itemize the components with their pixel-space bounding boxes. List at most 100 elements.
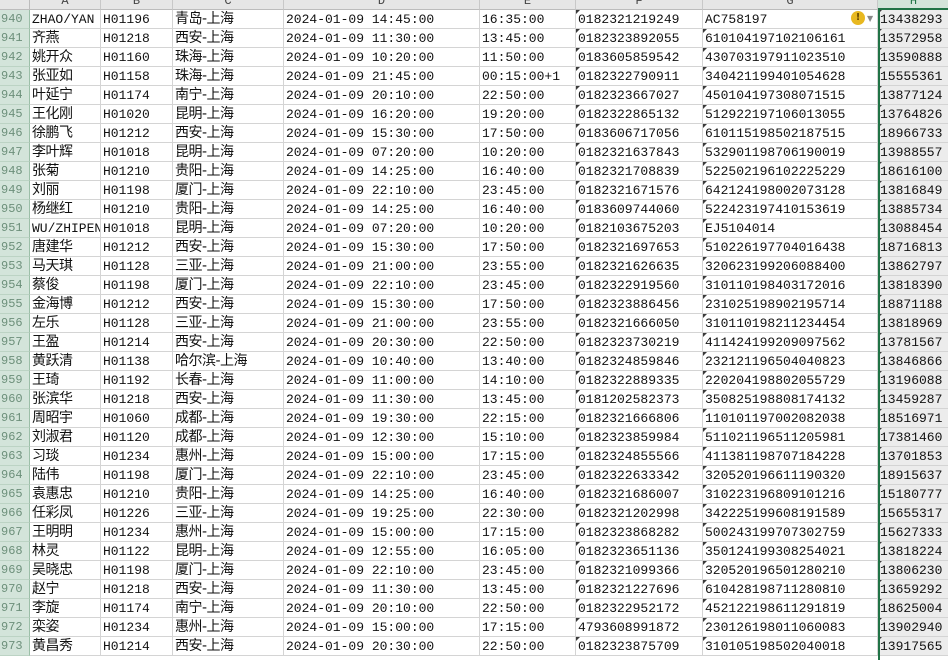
cell-e[interactable]: 16:05:00 <box>480 542 576 561</box>
cell-f[interactable]: 0182322952172 <box>576 599 703 618</box>
cell-e[interactable]: 10:20:00 <box>480 143 576 162</box>
cell-c[interactable]: 三亚-上海 <box>173 504 284 523</box>
cell-d[interactable]: 2024-01-09 11:30:00 <box>284 29 480 48</box>
cell-e[interactable]: 13:45:00 <box>480 580 576 599</box>
cell-e[interactable]: 23:55:00 <box>480 257 576 276</box>
cell-g[interactable]: 522502196102225229 <box>703 162 878 181</box>
cell-f[interactable]: 4793608991872 <box>576 618 703 637</box>
cell-b[interactable]: H01218 <box>101 29 173 48</box>
cell-a[interactable]: 齐燕 <box>30 29 101 48</box>
cell-g[interactable]: 220204198802055729 <box>703 371 878 390</box>
row-header[interactable]: 949 <box>0 181 30 200</box>
row-header[interactable]: 954 <box>0 276 30 295</box>
cell-h[interactable]: 13806230 <box>878 561 948 580</box>
cell-e[interactable]: 22:50:00 <box>480 637 576 656</box>
cell-b[interactable]: H01212 <box>101 124 173 143</box>
cell-g[interactable]: 411424199209097562 <box>703 333 878 352</box>
cell-g[interactable]: 522423197410153619 <box>703 200 878 219</box>
cell-g[interactable]: 610115198502187515 <box>703 124 878 143</box>
cell-d[interactable]: 2024-01-09 07:20:00 <box>284 219 480 238</box>
cell-c[interactable]: 南宁-上海 <box>173 86 284 105</box>
cell-g[interactable]: 340421199401054628 <box>703 67 878 86</box>
cell-c[interactable]: 西安-上海 <box>173 390 284 409</box>
select-all-corner[interactable] <box>0 0 30 10</box>
cell-c[interactable]: 珠海-上海 <box>173 48 284 67</box>
cell-e[interactable]: 15:10:00 <box>480 428 576 447</box>
cell-d[interactable]: 2024-01-09 10:40:00 <box>284 352 480 371</box>
cell-h[interactable]: 13885734 <box>878 200 948 219</box>
cell-f[interactable]: 0182323892055 <box>576 29 703 48</box>
row-header[interactable]: 967 <box>0 523 30 542</box>
cell-h[interactable]: 13659292 <box>878 580 948 599</box>
cell-d[interactable]: 2024-01-09 14:25:00 <box>284 162 480 181</box>
cell-d[interactable]: 2024-01-09 12:30:00 <box>284 428 480 447</box>
cell-c[interactable]: 贵阳-上海 <box>173 200 284 219</box>
cell-f[interactable]: 0182323651136 <box>576 542 703 561</box>
cell-a[interactable]: 张菊 <box>30 162 101 181</box>
cell-h[interactable]: 13088454 <box>878 219 948 238</box>
cell-f[interactable]: 0182321686007 <box>576 485 703 504</box>
row-header[interactable]: 973 <box>0 637 30 656</box>
cell-c[interactable]: 成都-上海 <box>173 428 284 447</box>
cell-g[interactable]: 310105198502040018 <box>703 637 878 656</box>
cell-e[interactable]: 16:40:00 <box>480 200 576 219</box>
cell-g[interactable]: 320520196611190320 <box>703 466 878 485</box>
cell-e[interactable]: 17:15:00 <box>480 447 576 466</box>
row-header[interactable]: 946 <box>0 124 30 143</box>
cell-e[interactable]: 14:10:00 <box>480 371 576 390</box>
cell-b[interactable]: H01210 <box>101 162 173 181</box>
cell-d[interactable]: 2024-01-09 15:00:00 <box>284 618 480 637</box>
cell-c[interactable]: 厦门-上海 <box>173 276 284 295</box>
cell-f[interactable]: 0182323868282 <box>576 523 703 542</box>
cell-g[interactable]: 350124199308254021 <box>703 542 878 561</box>
cell-g[interactable]: AC758197 <box>703 10 878 29</box>
cell-c[interactable]: 珠海-上海 <box>173 67 284 86</box>
cell-f[interactable]: 0182322790911 <box>576 67 703 86</box>
cell-g[interactable]: EJ5104014 <box>703 219 878 238</box>
cell-a[interactable]: 李叶辉 <box>30 143 101 162</box>
cell-c[interactable]: 西安-上海 <box>173 580 284 599</box>
cell-e[interactable]: 23:45:00 <box>480 561 576 580</box>
cell-a[interactable]: 王明明 <box>30 523 101 542</box>
cell-c[interactable]: 长春-上海 <box>173 371 284 390</box>
cell-a[interactable]: 蔡俊 <box>30 276 101 295</box>
cell-b[interactable]: H01120 <box>101 428 173 447</box>
row-header[interactable]: 940 <box>0 10 30 29</box>
cell-b[interactable]: H01212 <box>101 238 173 257</box>
cell-g[interactable]: 510226197704016438 <box>703 238 878 257</box>
row-header[interactable]: 942 <box>0 48 30 67</box>
column-header-d[interactable]: D <box>284 0 480 10</box>
cell-e[interactable]: 17:50:00 <box>480 295 576 314</box>
cell-e[interactable]: 23:45:00 <box>480 276 576 295</box>
row-header[interactable]: 972 <box>0 618 30 637</box>
row-header[interactable]: 944 <box>0 86 30 105</box>
cell-f[interactable]: 0182323667027 <box>576 86 703 105</box>
cell-h[interactable]: 13572958 <box>878 29 948 48</box>
cell-g[interactable]: 310223196809101216 <box>703 485 878 504</box>
cell-a[interactable]: 张亚如 <box>30 67 101 86</box>
cell-e[interactable]: 17:15:00 <box>480 523 576 542</box>
cell-h[interactable]: 15180777 <box>878 485 948 504</box>
cell-f[interactable]: 0182322889335 <box>576 371 703 390</box>
cell-b[interactable]: H01160 <box>101 48 173 67</box>
cell-e[interactable]: 13:45:00 <box>480 29 576 48</box>
cell-d[interactable]: 2024-01-09 15:30:00 <box>284 238 480 257</box>
cell-f[interactable]: 0182321099366 <box>576 561 703 580</box>
cell-g[interactable]: 500243199707302759 <box>703 523 878 542</box>
cell-a[interactable]: 徐鹏飞 <box>30 124 101 143</box>
cell-a[interactable]: 唐建华 <box>30 238 101 257</box>
cell-d[interactable]: 2024-01-09 20:30:00 <box>284 637 480 656</box>
cell-c[interactable]: 厦门-上海 <box>173 181 284 200</box>
cell-e[interactable]: 17:50:00 <box>480 238 576 257</box>
cell-b[interactable]: H01210 <box>101 485 173 504</box>
cell-f[interactable]: 0182322919560 <box>576 276 703 295</box>
row-header[interactable]: 962 <box>0 428 30 447</box>
cell-b[interactable]: H01192 <box>101 371 173 390</box>
cell-c[interactable]: 三亚-上海 <box>173 257 284 276</box>
cell-h[interactable]: 13459287 <box>878 390 948 409</box>
row-header[interactable]: 950 <box>0 200 30 219</box>
cell-a[interactable]: 王琦 <box>30 371 101 390</box>
row-header[interactable]: 963 <box>0 447 30 466</box>
cell-a[interactable]: 陆伟 <box>30 466 101 485</box>
